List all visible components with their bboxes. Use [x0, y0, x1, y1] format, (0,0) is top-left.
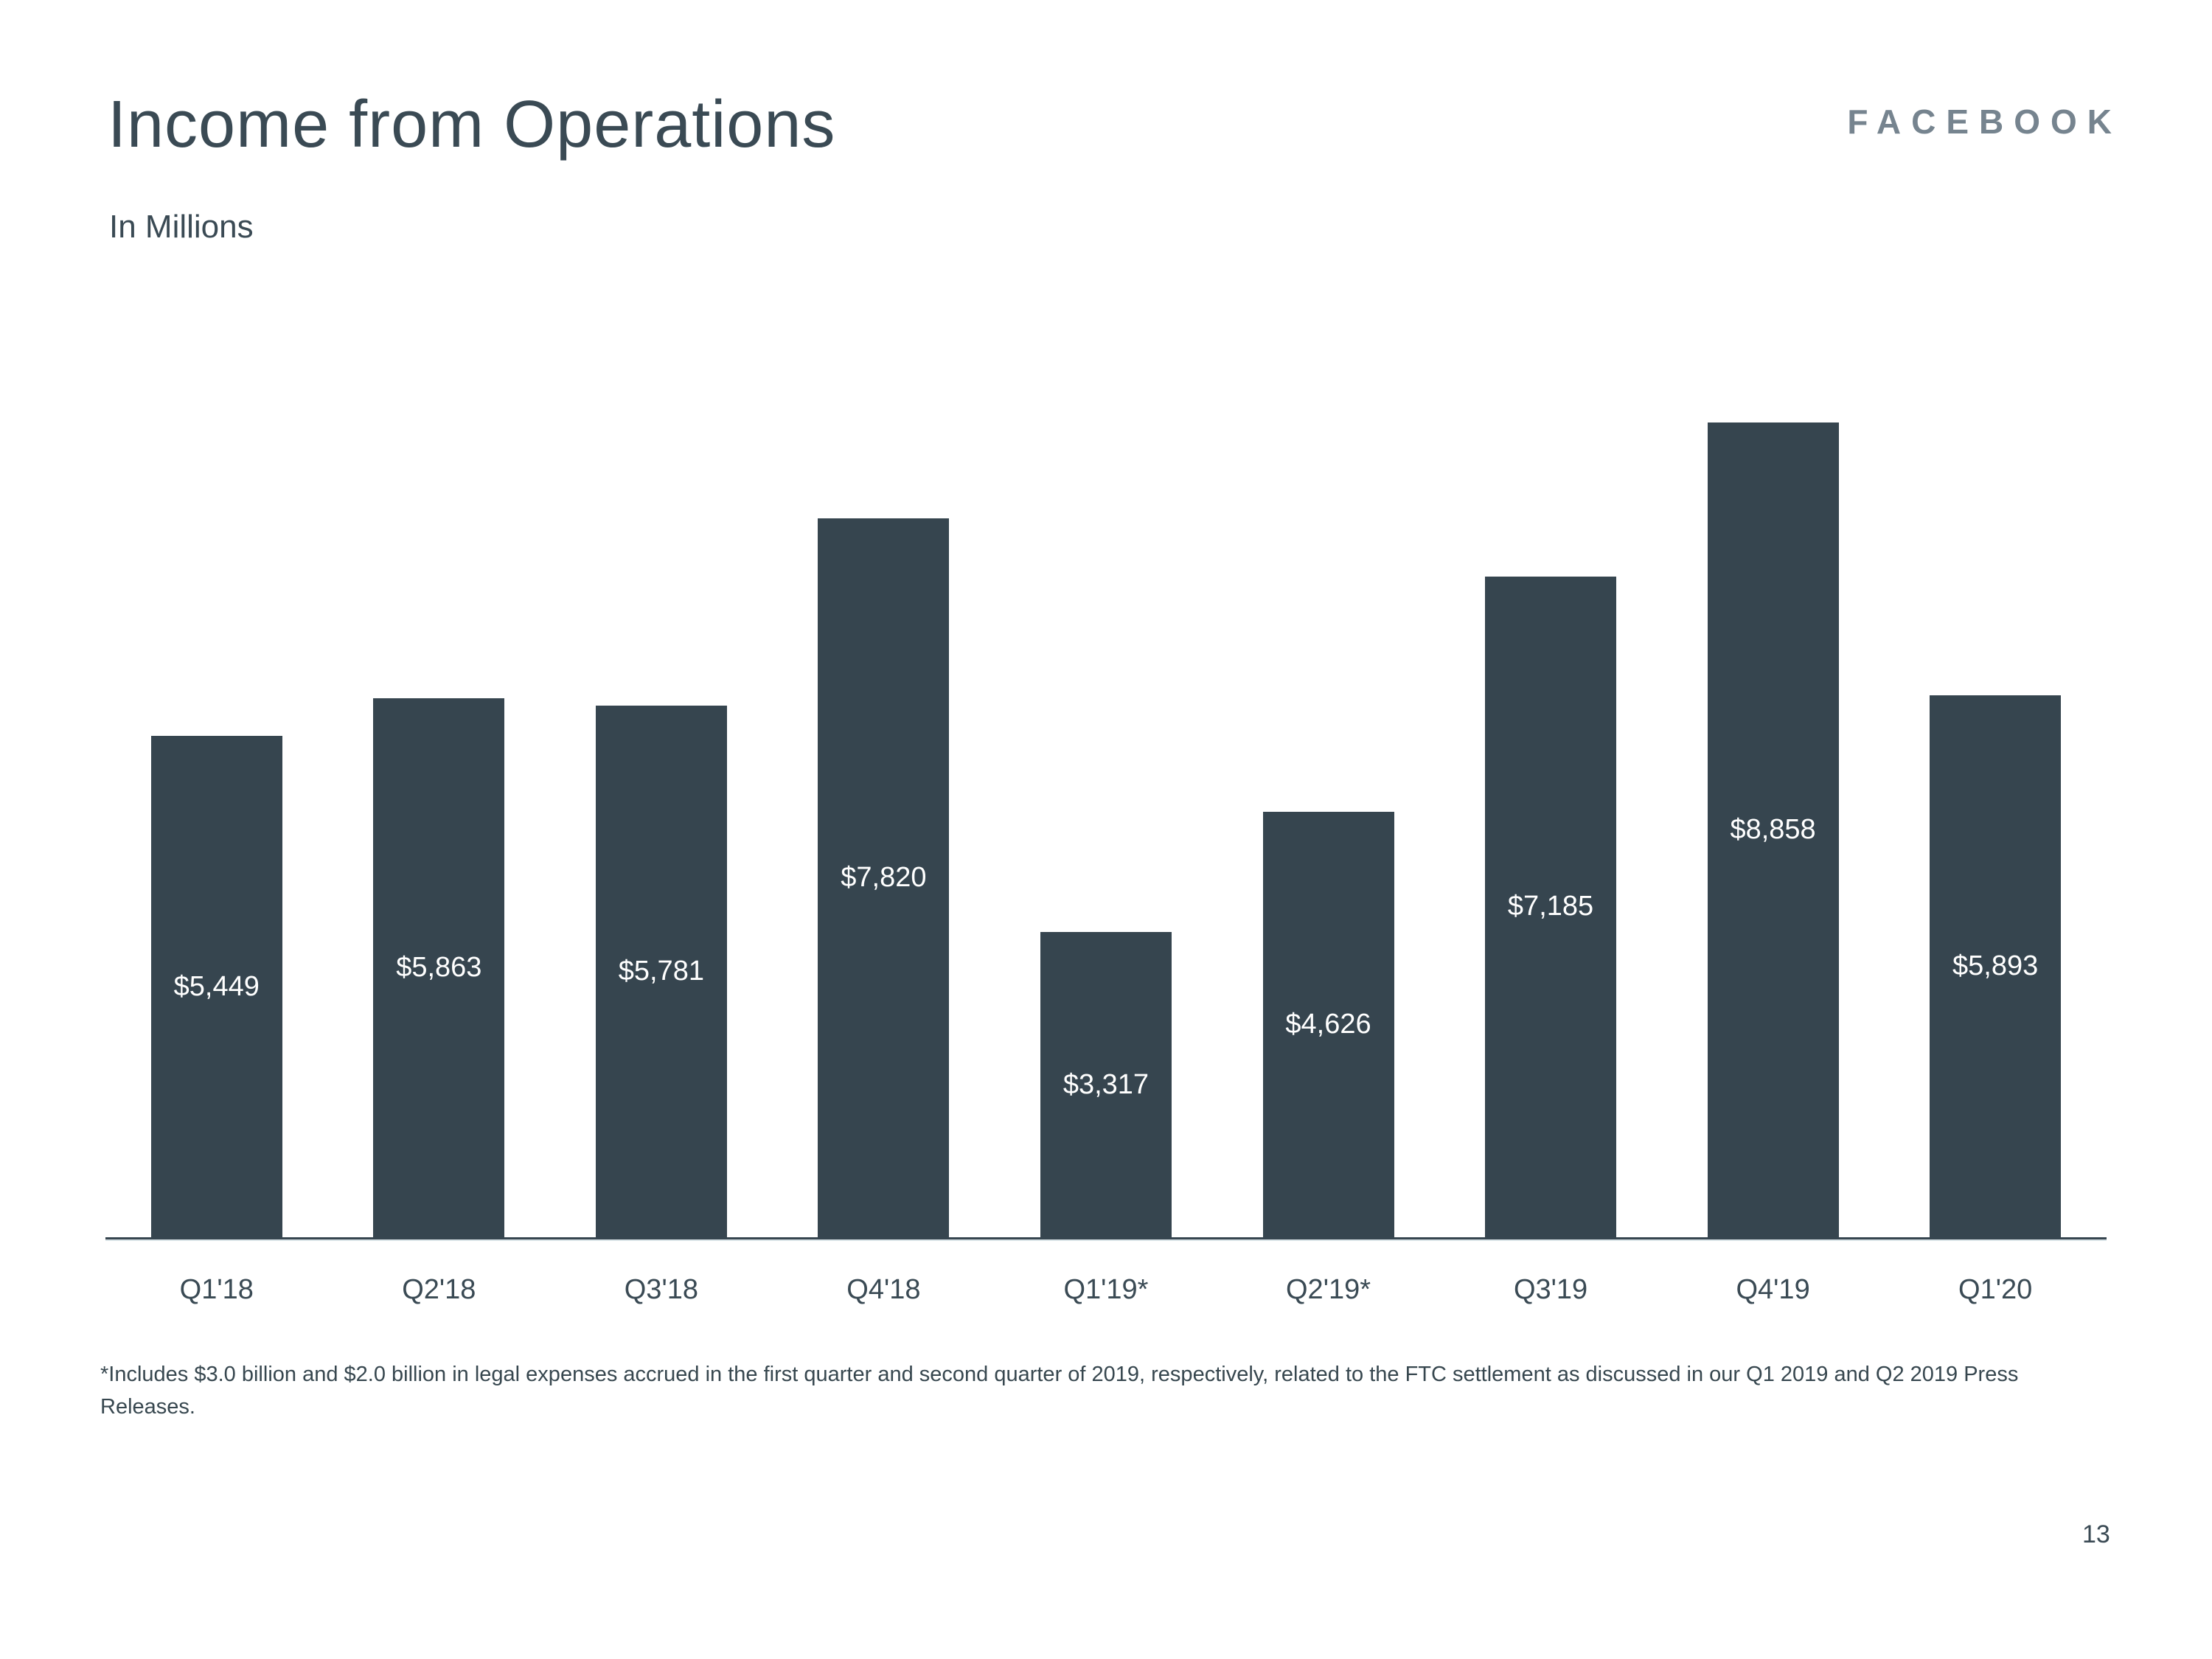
bar-value-label: $4,626 — [1285, 1008, 1371, 1040]
bar-group: $5,449 — [105, 422, 328, 1237]
bar-value-label: $5,863 — [396, 951, 482, 983]
x-axis-label: Q1'19* — [1063, 1274, 1149, 1305]
bar-value-label: $5,893 — [1952, 950, 2039, 981]
bar-group: $7,185 — [1439, 422, 1662, 1237]
facebook-logo: FACEBOOK — [1847, 102, 2122, 141]
bar-value-label: $5,781 — [618, 955, 704, 987]
bar-value-label: $7,185 — [1507, 891, 1594, 922]
x-axis-label: Q3'19 — [1513, 1274, 1588, 1305]
bar-group: $4,626 — [1217, 422, 1440, 1237]
footnote: *Includes $3.0 billion and $2.0 billion … — [100, 1363, 2019, 1419]
bar: $7,820 — [818, 518, 950, 1237]
bar-value-label: $5,449 — [173, 970, 260, 1002]
bar: $4,626 — [1262, 811, 1394, 1237]
bar: $5,781 — [595, 705, 727, 1237]
x-axis-label: Q2'18 — [402, 1274, 476, 1305]
bar-group: $5,781 — [550, 422, 773, 1237]
bar: $5,863 — [373, 698, 505, 1237]
x-axis-label: Q3'18 — [624, 1274, 698, 1305]
bar-chart: $5,449 $5,863 $5,781 $7,820 $3,317 $4,62… — [105, 422, 2107, 1237]
bar-group: $8,858 — [1662, 422, 1885, 1237]
bar-value-label: $7,820 — [841, 861, 927, 893]
page-subtitle: In Millions — [109, 209, 254, 245]
bar: $7,185 — [1485, 576, 1617, 1237]
x-axis-line — [105, 1237, 2107, 1241]
page-title: Income from Operations — [108, 88, 836, 161]
bar-group: $5,863 — [328, 422, 551, 1237]
bar-value-label: $8,858 — [1730, 814, 1816, 845]
x-axis-label: Q4'18 — [846, 1274, 921, 1305]
bar-group: $7,820 — [773, 422, 995, 1237]
x-axis-labels: Q1'18 Q2'18 Q3'18 Q4'18 Q1'19* Q2'19* Q3… — [105, 1274, 2107, 1306]
x-axis-label: Q1'20 — [1958, 1274, 2033, 1305]
bar: $8,858 — [1707, 422, 1839, 1237]
bar: $5,893 — [1930, 695, 2062, 1237]
bar-value-label: $3,317 — [1062, 1068, 1150, 1100]
x-axis-label: Q1'18 — [179, 1274, 254, 1305]
page-number: 13 — [2082, 1520, 2110, 1548]
bar-group: $3,317 — [995, 422, 1217, 1237]
bar-group: $5,893 — [1884, 422, 2107, 1237]
bar: $3,317 — [1040, 932, 1172, 1237]
bar: $5,449 — [150, 736, 282, 1237]
x-axis-label: Q4'19 — [1736, 1274, 1810, 1305]
x-axis-label: Q2'19* — [1286, 1274, 1371, 1305]
